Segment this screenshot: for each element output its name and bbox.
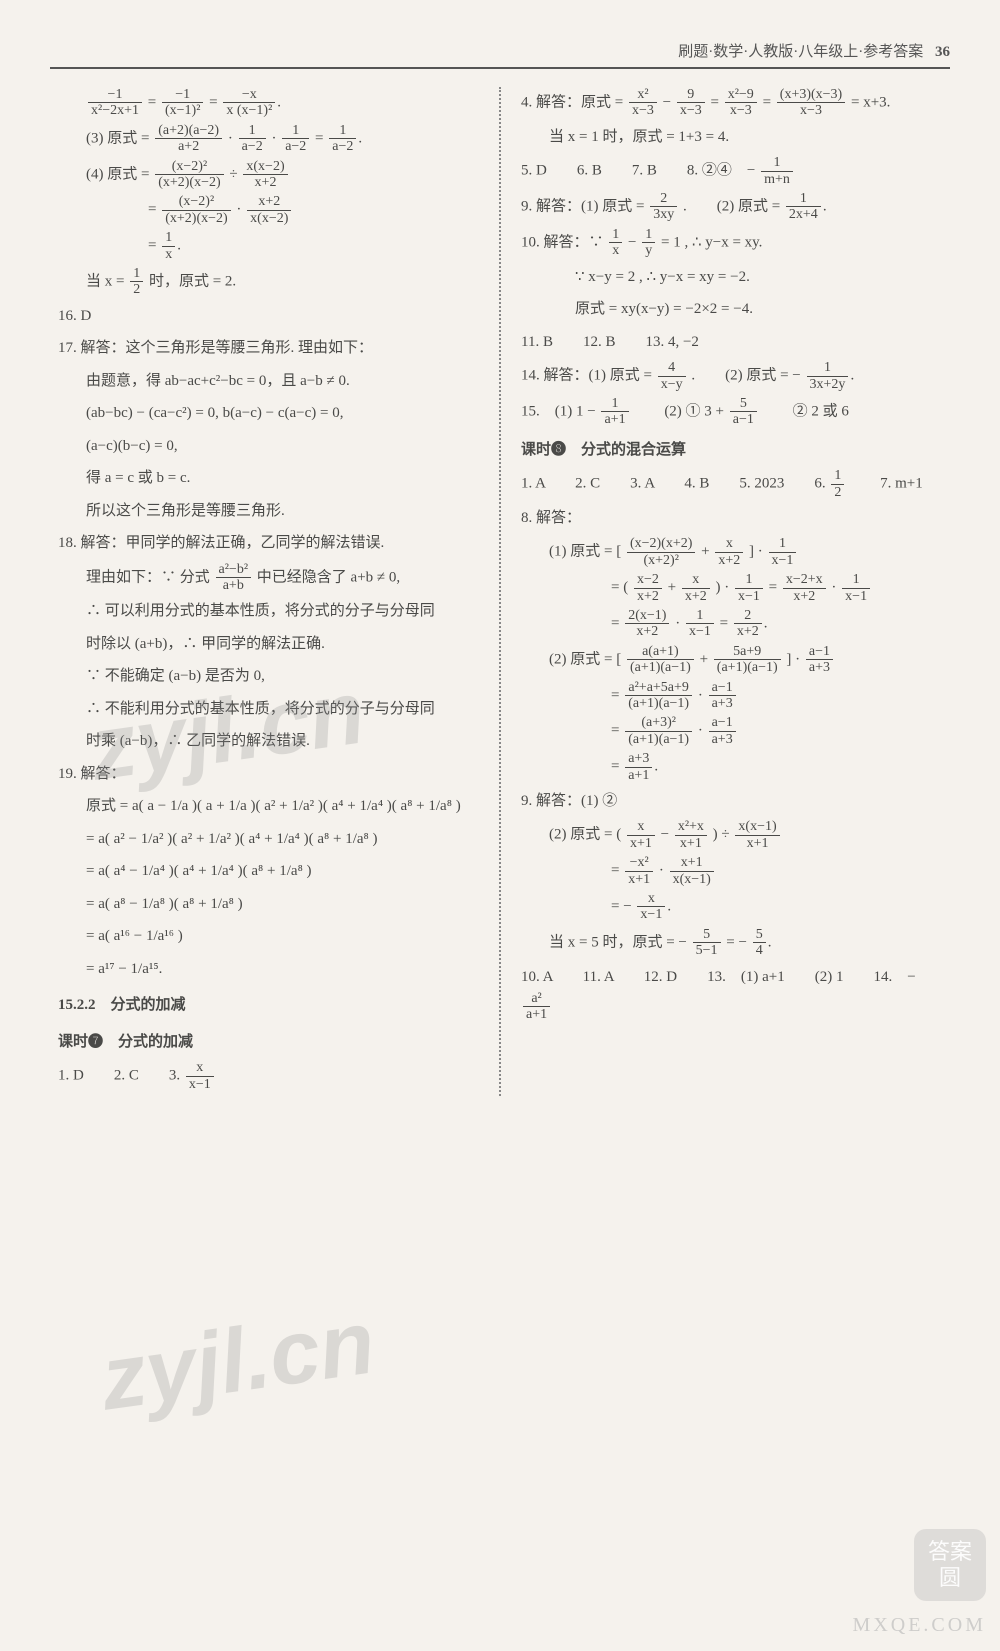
- breadcrumb: 刷题·数学·人教版·八年级上·参考答案: [678, 44, 923, 60]
- q18-l5: ∴ 不能利用分式的基本性质，将分式的分子与分母同: [58, 695, 479, 724]
- q18-l4: ∵ 不能确定 (a−b) 是否为 0,: [58, 662, 479, 691]
- q19-l2: = a( a² − 1/a² )( a² + 1/a² )( a⁴ + 1/a⁴…: [58, 825, 479, 854]
- q18-l2: ∴ 可以利用分式的基本性质，将分式的分子与分母同: [58, 597, 479, 626]
- q19-l4: = a( a⁸ − 1/a⁸ )( a⁸ + 1/a⁸ ): [58, 890, 479, 919]
- site-watermark: MXQE.COM: [853, 1614, 986, 1637]
- q17-l5: 所以这个三角形是等腰三角形.: [58, 497, 479, 526]
- q18-head: 18. 解答：甲同学的解法正确，乙同学的解法错误.: [58, 529, 479, 558]
- row-10-14: 10. A 11. A 12. D 13. (1) a+1 (2) 1 14. …: [521, 963, 942, 1023]
- part-4-when: 当 x = 12 时，原式 = 2.: [58, 266, 479, 298]
- watermark-2: zyjl.cn: [94, 1291, 381, 1431]
- q8-head: 8. 解答：: [521, 504, 942, 533]
- q18-l3: 时除以 (a+b)，∴ 甲同学的解法正确.: [58, 630, 479, 659]
- q8-2-l4: = a+3a+1.: [521, 751, 942, 783]
- lesson-7-title: 课时❼ 分式的加减: [58, 1028, 479, 1057]
- column-divider: [499, 87, 501, 1096]
- two-columns: −1x²−2x+1 = −1(x−1)² = −xx (x−1)². (3) 原…: [50, 87, 950, 1096]
- lesson7-row: 1. D 2. C 3. xx−1: [58, 1060, 479, 1092]
- row-5-8: 5. D 6. B 7. B 8. ②④ − 1m+n: [521, 155, 942, 187]
- part-4-line2: = (x−2)²(x+2)(x−2) · x+2x(x−2): [58, 194, 479, 226]
- part-4-line1: (4) 原式 = (x−2)²(x+2)(x−2) ÷ x(x−2)x+2: [58, 159, 479, 191]
- q18-l6: 时乘 (a−b)，∴ 乙同学的解法错误.: [58, 727, 479, 756]
- lesson-8-title: 课时❽ 分式的混合运算: [521, 436, 942, 465]
- q10-l3: 原式 = xy(x−y) = −2×2 = −4.: [521, 295, 942, 324]
- q17-head: 17. 解答：这个三角形是等腰三角形. 理由如下：: [58, 334, 479, 363]
- q8-1-l2: = ( x−2x+2 + xx+2 ) · 1x−1 = x−2+xx+2 · …: [521, 572, 942, 604]
- q19-l6: = a¹⁷ − 1/a¹⁵.: [58, 955, 479, 984]
- q4-when: 当 x = 1 时，原式 = 1+3 = 4.: [521, 123, 942, 152]
- page-header: 刷题·数学·人教版·八年级上·参考答案 36: [50, 40, 950, 61]
- page: 刷题·数学·人教版·八年级上·参考答案 36 −1x²−2x+1 = −1(x−…: [0, 0, 1000, 1126]
- q19-l5: = a( a¹⁶ − 1/a¹⁶ ): [58, 922, 479, 951]
- q16: 16. D: [58, 302, 479, 331]
- section-15-2-2: 15.2.2 分式的加减: [58, 991, 479, 1020]
- right-column: 4. 解答：原式 = x²x−3 − 9x−3 = x²−9x−3 = (x+3…: [503, 87, 950, 1096]
- q8-1-l1: (1) 原式 = [ (x−2)(x+2)(x+2)² + xx+2 ] · 1…: [521, 536, 942, 568]
- q17-l1: 由题意，得 ab−ac+c²−bc = 0，且 a−b ≠ 0.: [58, 367, 479, 396]
- q8-2-l2: = a²+a+5a+9(a+1)(a−1) · a−1a+3: [521, 680, 942, 712]
- q8-2-l3: = (a+3)²(a+1)(a−1) · a−1a+3: [521, 715, 942, 747]
- q19-head: 19. 解答：: [58, 760, 479, 789]
- q9b-l3: = − xx−1.: [521, 891, 942, 923]
- part-3: (3) 原式 = (a+2)(a−2)a+2 · 1a−2 · 1a−2 = 1…: [58, 123, 479, 155]
- q19-l1: 原式 = a( a − 1/a )( a + 1/a )( a² + 1/a² …: [58, 792, 479, 821]
- header-rule: [50, 67, 950, 69]
- row-11-13: 11. B 12. B 13. 4, −2: [521, 328, 942, 357]
- eq-block: −1x²−2x+1 = −1(x−1)² = −xx (x−1)².: [58, 87, 479, 119]
- q8-1-l3: = 2(x−1)x+2 · 1x−1 = 2x+2.: [521, 608, 942, 640]
- q17-l4: 得 a = c 或 b = c.: [58, 464, 479, 493]
- lesson8-row: 1. A 2. C 3. A 4. B 5. 2023 6. 12 7. m+1: [521, 468, 942, 500]
- page-number: 36: [935, 44, 950, 60]
- q17-l2: (ab−bc) − (ca−c²) = 0, b(a−c) − c(a−c) =…: [58, 399, 479, 428]
- q10-l2: ∵ x−y = 2 , ∴ y−x = xy = −2.: [521, 263, 942, 292]
- q9b-when: 当 x = 5 时，原式 = − 55−1 = − 54.: [521, 927, 942, 959]
- q9b-l2: = −x²x+1 · x+1x(x−1): [521, 855, 942, 887]
- q19-l3: = a( a⁴ − 1/a⁴ )( a⁴ + 1/a⁴ )( a⁸ + 1/a⁸…: [58, 857, 479, 886]
- q9b-2: (2) 原式 = ( xx+1 − x²+xx+1 ) ÷ x(x−1)x+1: [521, 819, 942, 851]
- q10: 10. 解答：∵ 1x − 1y = 1 , ∴ y−x = xy.: [521, 227, 942, 259]
- q9b-head: 9. 解答：(1) ②: [521, 787, 942, 816]
- q14: 14. 解答：(1) 原式 = 4x−y . (2) 原式 = − 13x+2y…: [521, 360, 942, 392]
- q4: 4. 解答：原式 = x²x−3 − 9x−3 = x²−9x−3 = (x+3…: [521, 87, 942, 119]
- q8-2-l1: (2) 原式 = [ a(a+1)(a+1)(a−1) + 5a+9(a+1)(…: [521, 644, 942, 676]
- q9: 9. 解答：(1) 原式 = 23xy . (2) 原式 = 12x+4.: [521, 191, 942, 223]
- q18-l1: 理由如下：∵ 分式 a²−b²a+b 中已经隐含了 a+b ≠ 0,: [58, 562, 479, 594]
- q17-l3: (a−c)(b−c) = 0,: [58, 432, 479, 461]
- corner-badge: 答案 圆: [914, 1529, 986, 1601]
- left-column: −1x²−2x+1 = −1(x−1)² = −xx (x−1)². (3) 原…: [50, 87, 497, 1096]
- part-4-line3: = 1x.: [58, 230, 479, 262]
- q15: 15. (1) 1 − 1a+1 (2) ① 3 + 5a−1 ② 2 或 6: [521, 396, 942, 428]
